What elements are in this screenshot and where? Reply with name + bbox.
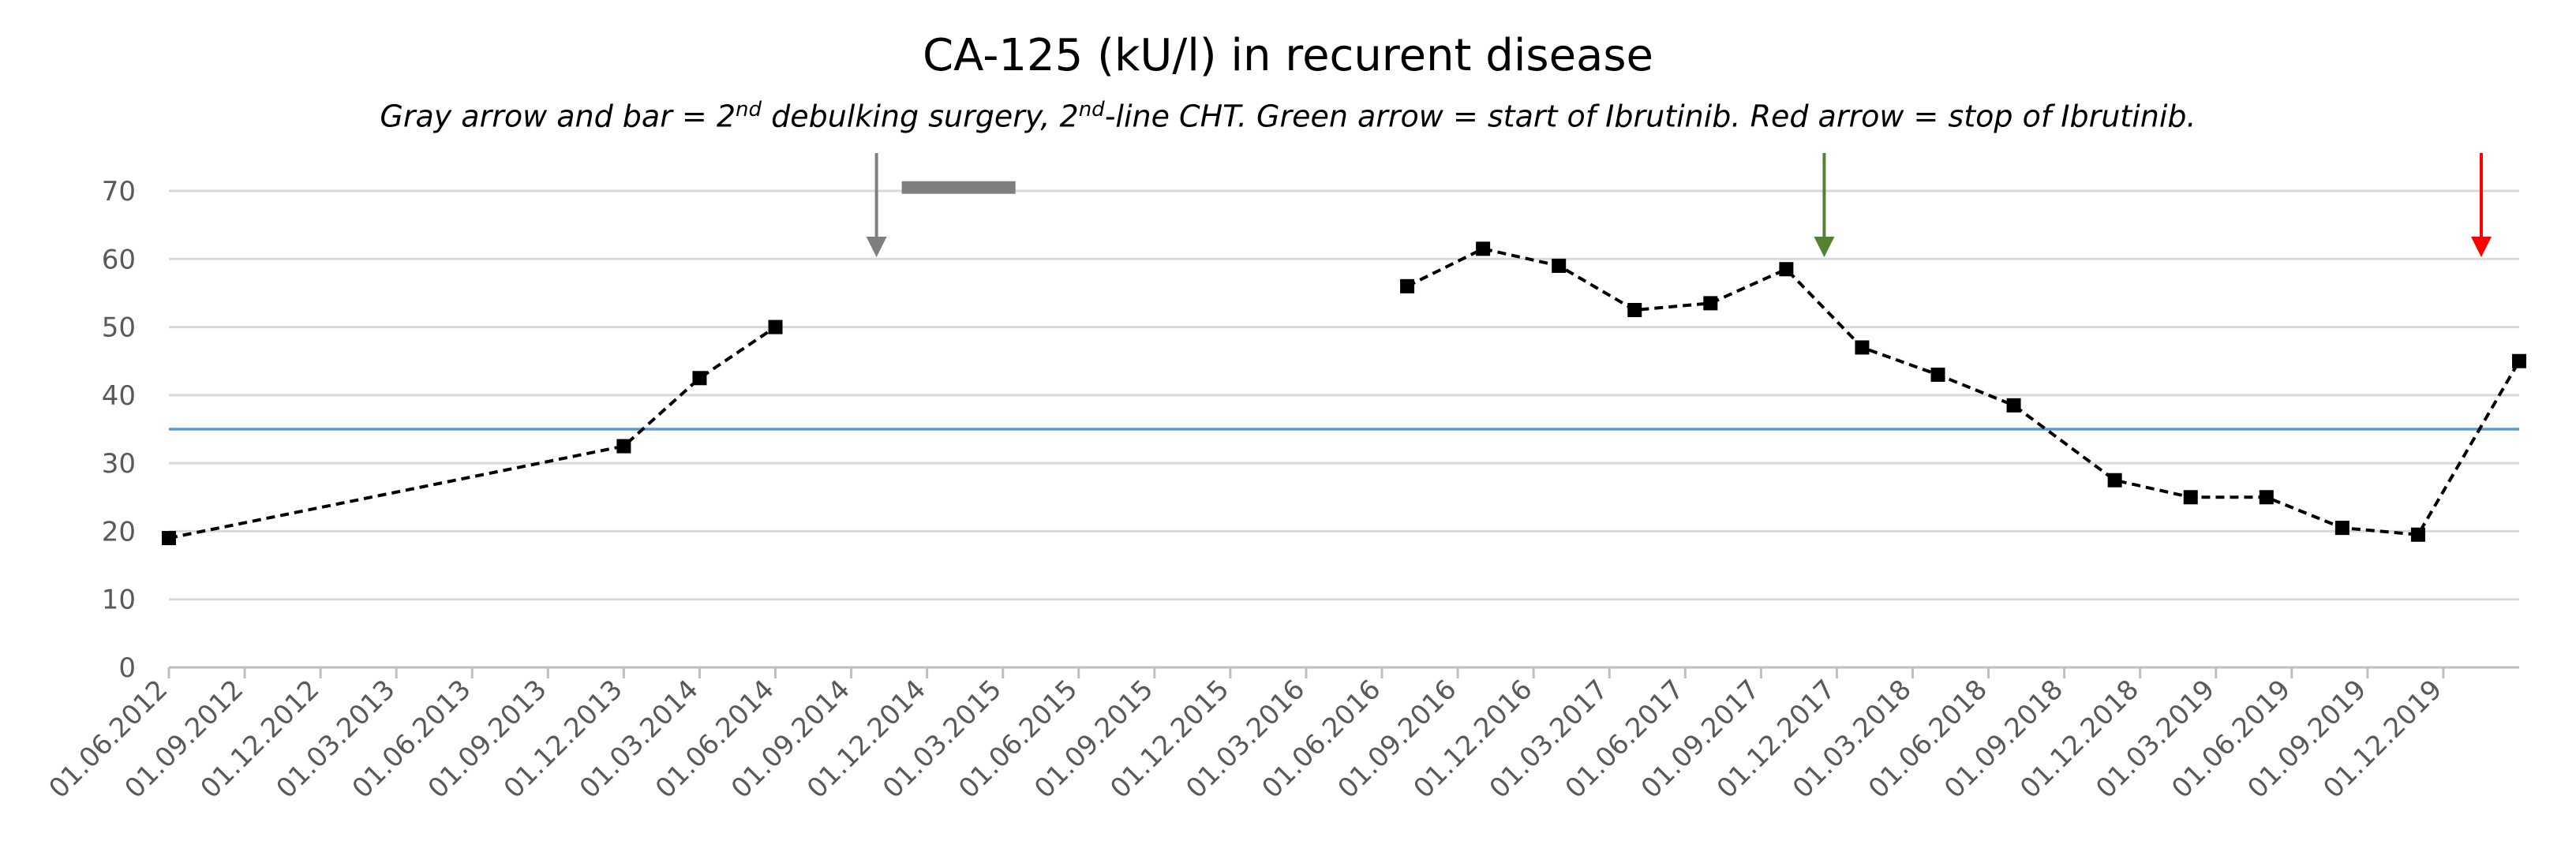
y-tick-label-0: 0	[118, 652, 136, 684]
data-point-0-1-11	[2259, 490, 2274, 505]
chart-title: CA-125 (kU/l) in recurent disease	[923, 30, 1653, 81]
data-point-0-1-1	[1476, 241, 1491, 256]
data-point-0-1-4	[1703, 296, 1718, 311]
data-point-0-0-3	[768, 320, 783, 334]
data-point-0-1-6	[1855, 340, 1870, 355]
y-tick-label-40: 40	[102, 380, 136, 412]
gray-bar	[901, 181, 1016, 194]
subtitle-text-1: Gray arrow and bar = 2	[380, 99, 736, 134]
y-tick-label-60: 60	[102, 244, 136, 275]
subtitle-text-3: -line CHT. Green arrow = start of Ibruti…	[1104, 99, 2196, 134]
data-point-0-1-3	[1627, 303, 1642, 317]
data-point-0-0-0	[162, 531, 176, 546]
subtitle-sup-1: nd	[736, 98, 762, 121]
data-point-0-0-2	[692, 371, 707, 386]
data-point-0-1-10	[2183, 490, 2198, 505]
data-point-0-1-8	[2006, 398, 2021, 413]
y-tick-label-10: 10	[102, 585, 136, 616]
data-point-0-1-7	[1930, 367, 1945, 382]
red-arrow-head	[2470, 237, 2492, 257]
chart-subtitle: Gray arrow and bar = 2nd debulking surge…	[0, 98, 2576, 134]
data-point-0-1-5	[1779, 262, 1794, 277]
data-point-0-0-1	[616, 439, 631, 454]
gray-arrow-head	[866, 237, 887, 257]
data-point-0-1-0	[1400, 278, 1415, 293]
series-line-0-0	[168, 325, 777, 540]
data-point-0-1-9	[2107, 473, 2122, 488]
subtitle-sup-2: nd	[1078, 98, 1105, 121]
y-tick-label-20: 20	[102, 516, 136, 547]
data-point-0-1-2	[1552, 258, 1567, 273]
subtitle-text-2: debulking surgery, 2	[762, 99, 1079, 134]
data-point-0-1-13	[2410, 527, 2425, 542]
y-tick-label-30: 30	[102, 448, 136, 480]
data-point-0-1-12	[2334, 521, 2349, 536]
series-line-0-1	[1406, 247, 2521, 536]
y-tick-label-50: 50	[102, 312, 136, 344]
y-tick-label-70: 70	[102, 176, 136, 207]
green-arrow-head	[1814, 237, 1835, 257]
data-point-0-1-14	[2512, 353, 2526, 368]
